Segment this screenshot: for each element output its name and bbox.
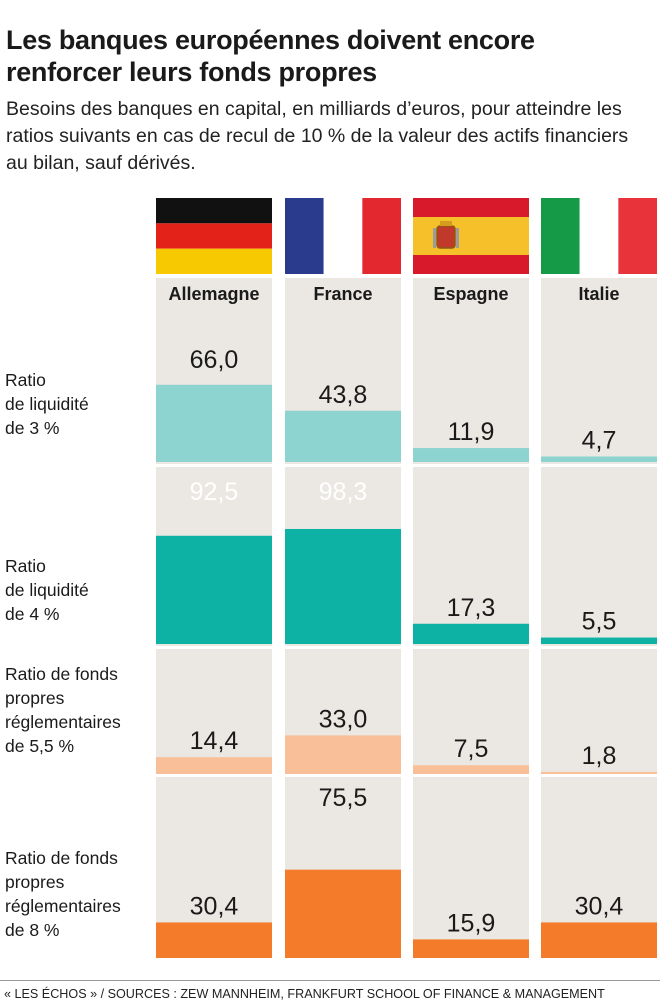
- italy-flag: [541, 198, 657, 274]
- flag-stripe: [413, 255, 529, 274]
- bar: [285, 528, 401, 644]
- column-background-espagne: [413, 278, 529, 958]
- footer-divider: [0, 980, 660, 981]
- coat-of-arms-pillar: [456, 228, 459, 248]
- bar: [156, 384, 272, 462]
- flag-stripe: [285, 198, 324, 274]
- data-label: 75,5: [319, 784, 368, 812]
- country-label: Espagne: [433, 284, 508, 304]
- data-label: 7,5: [454, 735, 489, 763]
- data-label: 33,0: [319, 705, 368, 733]
- row-label: Ratio: [5, 370, 46, 390]
- bar: [156, 535, 272, 644]
- row-label: de 4 %: [5, 604, 59, 624]
- data-label: 30,4: [190, 892, 239, 920]
- flag-stripe: [323, 198, 363, 274]
- row-label: propres: [5, 688, 65, 708]
- chart-subtitle: Besoins des banques en capital, en milli…: [6, 98, 629, 174]
- data-label: 11,9: [448, 418, 495, 446]
- data-label: 17,3: [447, 594, 496, 622]
- row-label: Ratio de fonds: [5, 664, 118, 684]
- bar: [156, 922, 272, 958]
- data-label: 92,5: [190, 478, 239, 506]
- bar-chart: Allemagne France Espagne Italie Ratio de liqu…: [5, 198, 660, 958]
- row-label: de 3 %: [5, 418, 59, 438]
- column-background-italie: [541, 278, 657, 958]
- flag-stripe: [156, 198, 272, 224]
- data-label: 30,4: [575, 892, 624, 920]
- row-separator: [150, 774, 660, 777]
- flag-stripe: [618, 198, 657, 274]
- data-label: 5,5: [582, 608, 617, 636]
- spain-flag: [413, 198, 529, 274]
- bar: [541, 637, 657, 644]
- data-label: 98,3: [319, 478, 368, 506]
- data-label: 66,0: [190, 346, 239, 374]
- country-label: France: [313, 284, 372, 304]
- bar: [413, 939, 529, 958]
- bar: [413, 448, 529, 462]
- data-label: 15,9: [447, 909, 496, 937]
- coat-of-arms-pillar: [433, 228, 436, 248]
- bar: [156, 757, 272, 774]
- row-label: de 8 %: [5, 920, 59, 940]
- germany-flag: [156, 198, 272, 274]
- coat-of-arms: [436, 225, 456, 249]
- coat-of-arms-crown: [440, 221, 452, 226]
- row-label: réglementaires: [5, 896, 121, 916]
- flag-stripe: [413, 198, 529, 217]
- country-label: Italie: [578, 284, 619, 304]
- data-label: 14,4: [190, 727, 239, 755]
- flag-stripe: [541, 198, 580, 274]
- row-label: de liquidité: [5, 580, 89, 600]
- row-separator: [150, 646, 660, 649]
- row-label: de 5,5 %: [5, 736, 74, 756]
- source-note: « LES ÉCHOS » / SOURCES : ZEW MANNHEIM, …: [4, 987, 605, 1001]
- bar: [413, 623, 529, 644]
- flag-stripe: [413, 217, 529, 255]
- bar: [285, 735, 401, 774]
- data-label: 4,7: [582, 427, 617, 455]
- country-label: Allemagne: [168, 284, 259, 304]
- row-label: propres: [5, 872, 65, 892]
- data-label: 43,8: [319, 381, 368, 409]
- flag-stripe: [156, 248, 272, 274]
- row-label: réglementaires: [5, 712, 121, 732]
- flag-stripe: [156, 223, 272, 249]
- chart-title: Les banques européennes doivent encore r…: [6, 25, 535, 87]
- bar: [285, 410, 401, 462]
- row-label: de liquidité: [5, 394, 89, 414]
- bar: [541, 771, 657, 774]
- bar: [541, 922, 657, 958]
- data-label: 1,8: [582, 742, 617, 770]
- bar: [285, 869, 401, 958]
- france-flag: [285, 198, 401, 274]
- flag-stripe: [579, 198, 619, 274]
- row-label: Ratio de fonds: [5, 848, 118, 868]
- bar: [541, 456, 657, 462]
- row-separator: [150, 464, 660, 467]
- bar: [413, 765, 529, 774]
- row-label: Ratio: [5, 556, 46, 576]
- flag-stripe: [362, 198, 401, 274]
